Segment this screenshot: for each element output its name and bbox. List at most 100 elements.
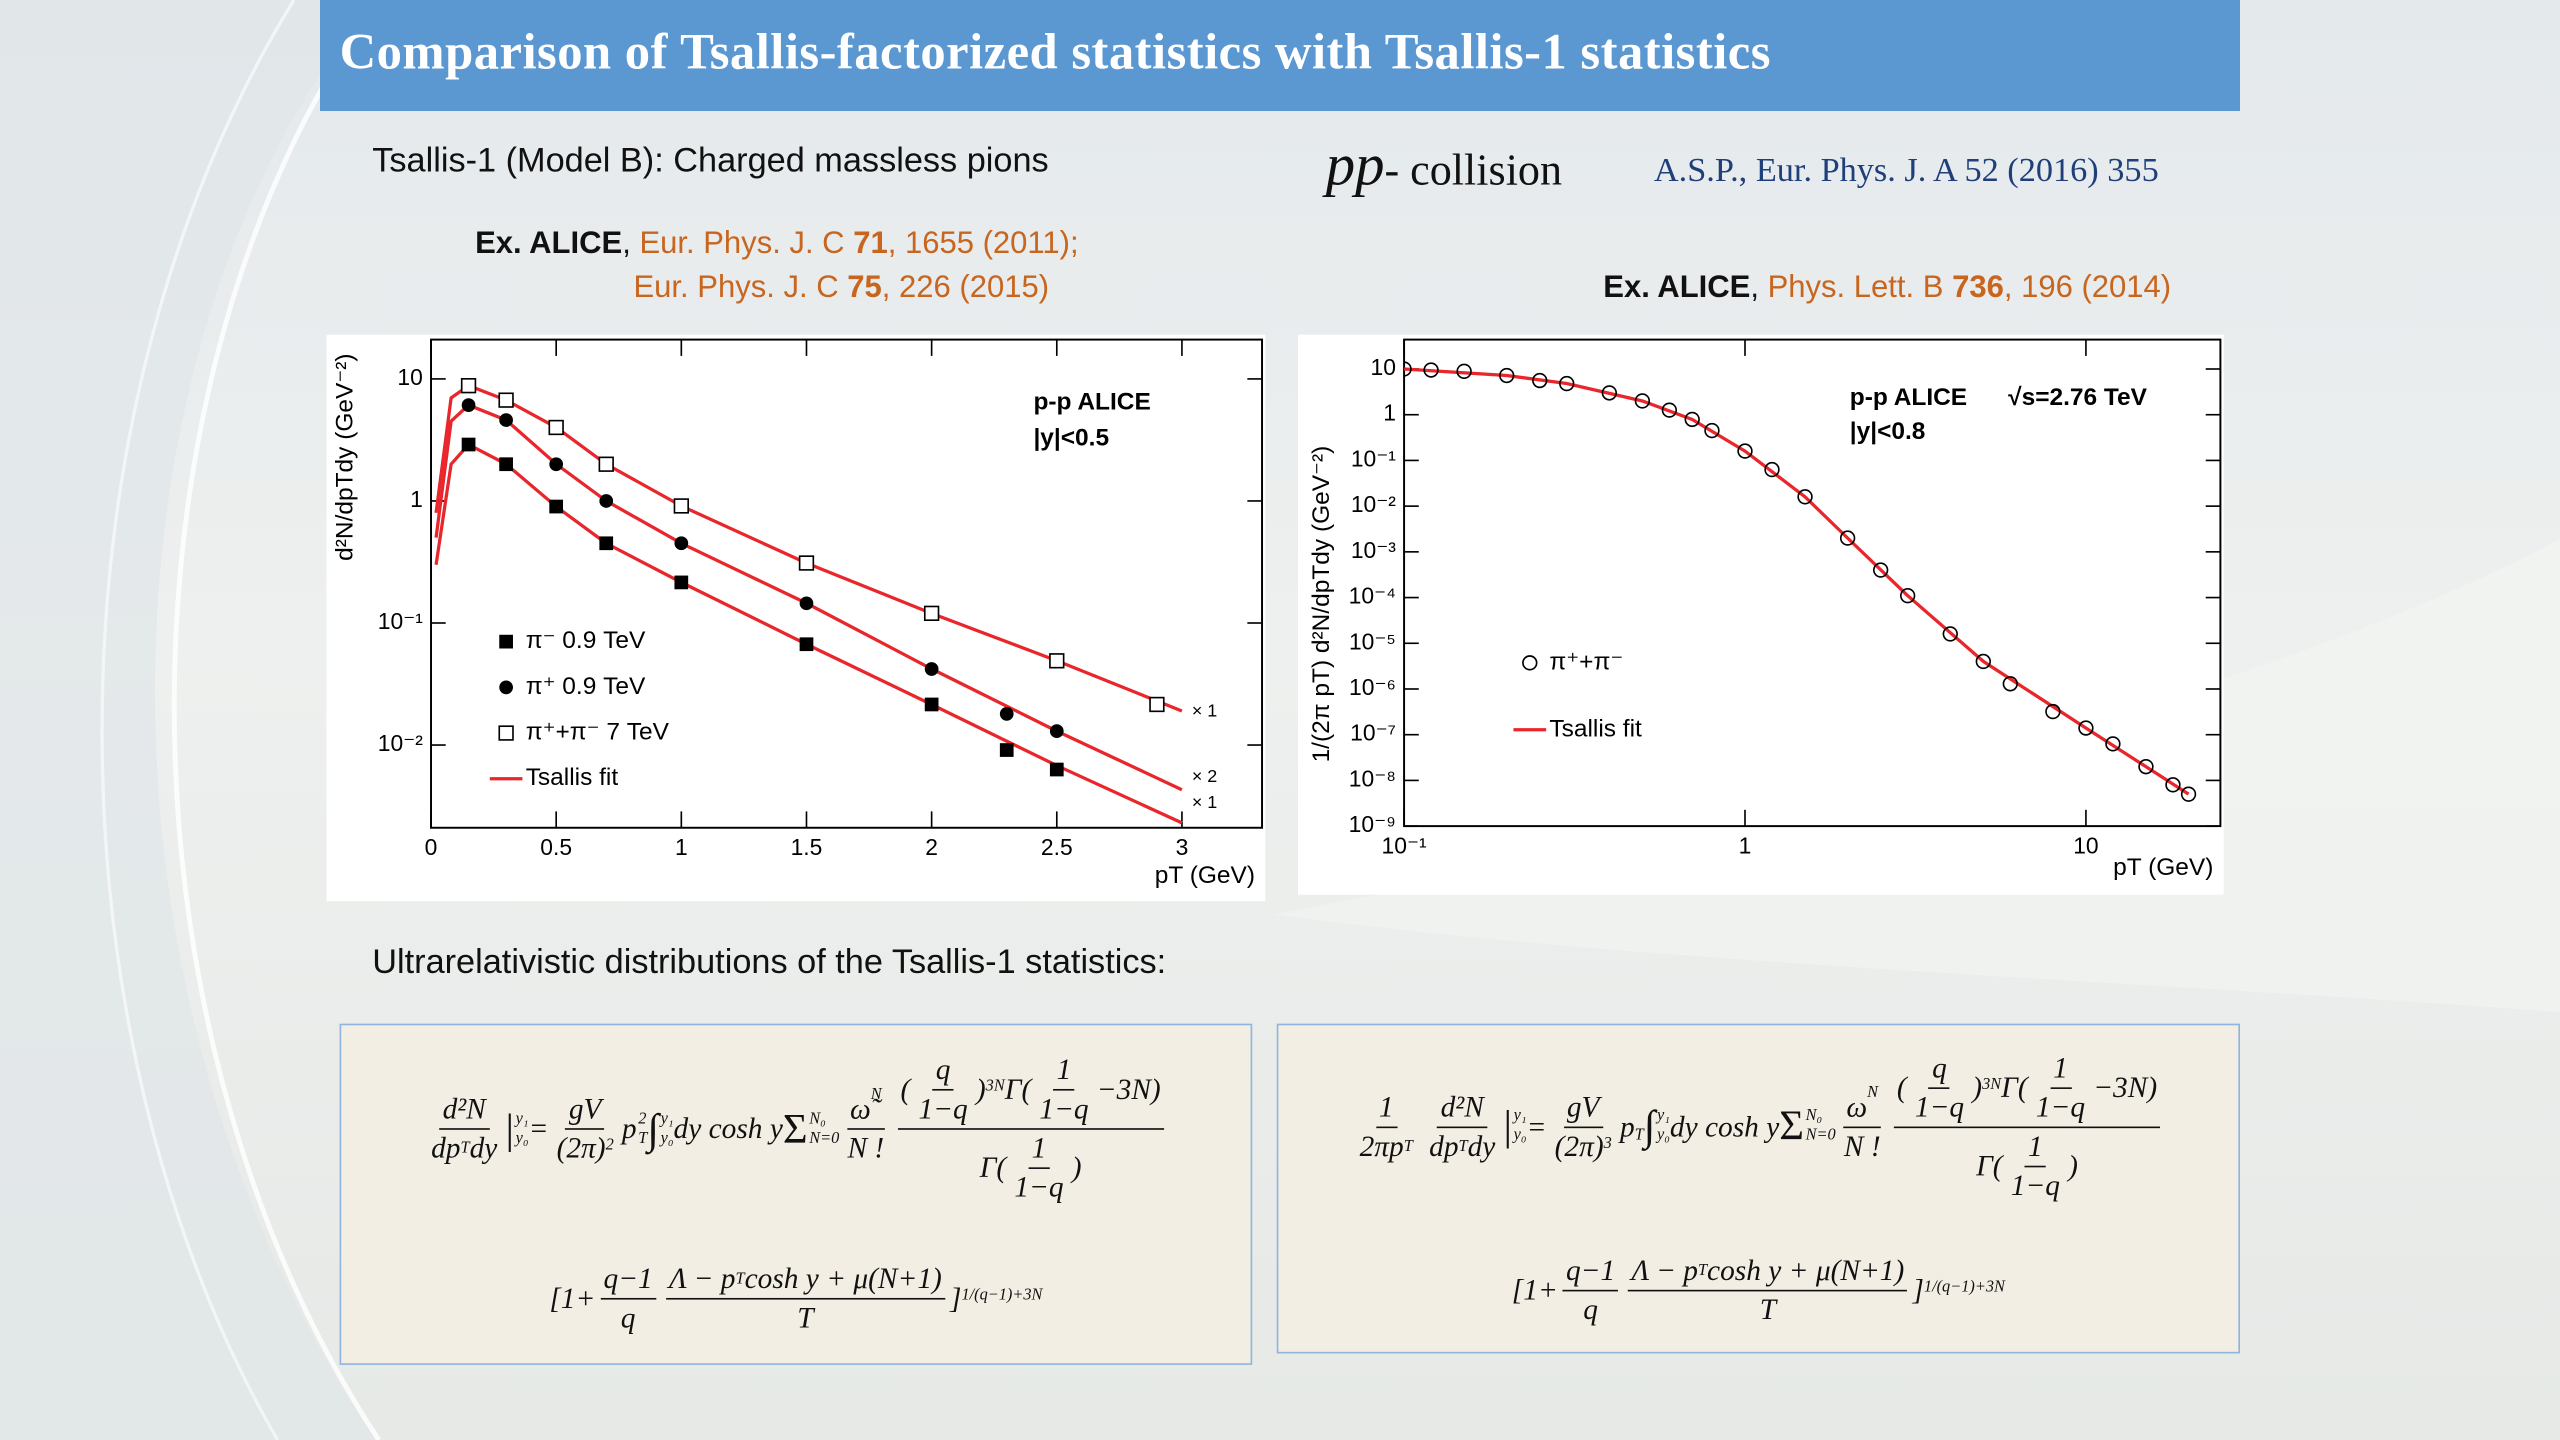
numerator: q−1 bbox=[1562, 1253, 1619, 1291]
math-base: ω̃ bbox=[849, 1092, 871, 1126]
marker bbox=[461, 437, 476, 452]
subscript: N=0 bbox=[809, 1129, 840, 1148]
scripted: 3 bbox=[1604, 1134, 1612, 1152]
marker bbox=[460, 378, 477, 394]
denominator: N ! bbox=[844, 1130, 887, 1166]
math-text: T bbox=[797, 1300, 814, 1334]
y-tick-label: 10⁻¹ bbox=[378, 608, 423, 634]
numerator: 1 bbox=[2024, 1128, 2046, 1167]
subscript: T bbox=[1458, 1137, 1468, 1156]
marker bbox=[1522, 655, 1538, 671]
scripted: | y₁ y₀ bbox=[505, 1105, 528, 1154]
math-text: q−1 bbox=[1565, 1253, 1616, 1286]
math-text: 1−q bbox=[918, 1092, 968, 1126]
numerator: q−1 bbox=[600, 1262, 656, 1300]
superscript: y₁ bbox=[1656, 1106, 1670, 1125]
denominator: T bbox=[794, 1299, 817, 1335]
marker bbox=[1499, 367, 1515, 384]
numerator: (q 1−q) 3N Γ(1 1−q −3N) bbox=[897, 1053, 1165, 1131]
math-text: −3N) bbox=[2093, 1070, 2158, 1103]
math-text: [1+ bbox=[1511, 1272, 1558, 1306]
scripts: y₁ y₀ bbox=[661, 1110, 674, 1149]
subtitle: Tsallis-1 (Model B): Charged massless pi… bbox=[372, 142, 1049, 180]
fraction: gV (2π) 3 bbox=[1551, 1090, 1615, 1163]
math-text: ] bbox=[1912, 1272, 1924, 1306]
math-base: p bbox=[621, 1112, 637, 1145]
subscript: T bbox=[735, 1269, 745, 1288]
superscript: 2 bbox=[605, 1136, 614, 1155]
fraction: 1 2πp T bbox=[1356, 1090, 1416, 1163]
denominator: 2πp T bbox=[1356, 1127, 1416, 1163]
legend-label: π⁻ 0.9 TeV bbox=[526, 627, 646, 654]
math-text: T bbox=[1759, 1292, 1777, 1325]
math-text: 1 bbox=[2028, 1128, 2043, 1162]
collision: pp- collision bbox=[1326, 131, 1562, 200]
math-text: = bbox=[1526, 1109, 1547, 1143]
superscript: 3N bbox=[1982, 1075, 2002, 1094]
math-text: Λ − p bbox=[1631, 1253, 1698, 1286]
annotation: × 1 bbox=[1192, 701, 1217, 721]
swoosh bbox=[0, 0, 376, 1440]
math-text: cosh y + μ(N+1) bbox=[744, 1261, 942, 1295]
ref-part: Ex. ALICE bbox=[1603, 271, 1751, 306]
marker bbox=[548, 419, 564, 436]
annotation: |y|<0.5 bbox=[1033, 425, 1109, 452]
plot-area bbox=[1404, 361, 2197, 802]
legend-label: Tsallis fit bbox=[1549, 715, 1642, 742]
math-text: 2πp bbox=[1359, 1128, 1404, 1162]
math-text: 1 bbox=[1031, 1131, 1047, 1165]
annotation: p-p ALICE bbox=[1850, 384, 1967, 411]
refs-right: Ex. ALICE, Phys. Lett. B 736, 196 (2014) bbox=[1603, 271, 2171, 307]
math-text: d²N bbox=[442, 1092, 486, 1126]
ref-part: 71 bbox=[853, 226, 888, 262]
marker bbox=[1684, 411, 1700, 428]
scripted: T bbox=[460, 1140, 469, 1158]
marker bbox=[1456, 363, 1472, 379]
y-axis-label: 1/(2π pT) d²N/dpTdy (GeV⁻²) bbox=[1308, 446, 1335, 763]
scripted: ω̃ N bbox=[849, 1086, 882, 1127]
y-tick-label: 10⁻⁹ bbox=[1349, 811, 1396, 837]
marker bbox=[549, 499, 564, 514]
subscript: y₀ bbox=[660, 1129, 674, 1148]
plot-frame bbox=[430, 338, 1264, 829]
scripts: y₁ y₀ bbox=[1657, 1107, 1670, 1146]
math-text: Γ( bbox=[1976, 1148, 2003, 1182]
marker bbox=[1797, 489, 1813, 505]
marker bbox=[2165, 777, 2181, 793]
marker bbox=[799, 596, 814, 611]
subscript: N=0 bbox=[1805, 1126, 1836, 1145]
ref-part: , 226 (2015) bbox=[881, 271, 1050, 306]
numerator: 1 bbox=[1375, 1090, 1397, 1128]
superscript: 3N bbox=[985, 1077, 1005, 1096]
marker bbox=[1049, 762, 1064, 777]
marker bbox=[923, 605, 940, 622]
marker bbox=[599, 536, 614, 551]
marker bbox=[1532, 372, 1548, 389]
math-base: | bbox=[505, 1104, 515, 1153]
superscript: y₁ bbox=[1513, 1106, 1527, 1125]
math-text: ) bbox=[2068, 1148, 2078, 1182]
marker bbox=[1423, 362, 1439, 378]
ref-part: Phys. Lett. B bbox=[1767, 271, 1953, 306]
scripted: ∫ y₁ y₀ bbox=[647, 1105, 673, 1154]
numerator: gV bbox=[565, 1093, 605, 1131]
y-axis-label: d²N/dpTdy (GeV⁻²) bbox=[332, 353, 359, 560]
refs-left-line1: Ex. ALICE, Eur. Phys. J. C 71, 1655 (201… bbox=[475, 227, 1078, 263]
y-tick-label: 10⁻⁷ bbox=[1350, 720, 1396, 746]
marker bbox=[1839, 530, 1856, 546]
x-tick-label: 3 bbox=[1176, 834, 1189, 860]
math-text: q bbox=[935, 1053, 951, 1087]
ref-part: 736 bbox=[1952, 271, 2004, 306]
marker bbox=[673, 498, 689, 514]
superscript: 3 bbox=[1603, 1133, 1612, 1152]
scripted: 1/(q−1)+3N bbox=[961, 1286, 1042, 1304]
y-tick-label: 10⁻⁵ bbox=[1349, 628, 1396, 654]
fraction: gV (2π) 2 bbox=[553, 1093, 617, 1166]
